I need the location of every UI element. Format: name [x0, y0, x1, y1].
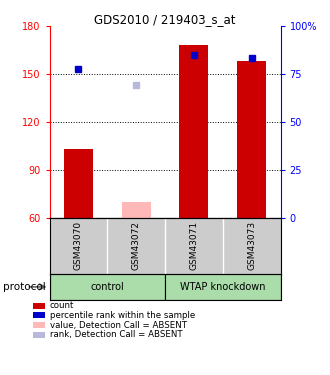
Text: GSM43073: GSM43073	[247, 221, 256, 270]
Text: protocol: protocol	[3, 282, 46, 292]
Text: percentile rank within the sample: percentile rank within the sample	[50, 311, 195, 320]
Text: WTAP knockdown: WTAP knockdown	[180, 282, 266, 292]
Text: rank, Detection Call = ABSENT: rank, Detection Call = ABSENT	[50, 330, 182, 339]
Bar	[180, 45, 208, 218]
Bar	[165, 274, 280, 300]
Text: GDS2010 / 219403_s_at: GDS2010 / 219403_s_at	[94, 13, 236, 26]
Bar	[64, 149, 93, 217]
Text: GSM43072: GSM43072	[132, 221, 141, 270]
Text: control: control	[90, 282, 124, 292]
Text: value, Detection Call = ABSENT: value, Detection Call = ABSENT	[50, 321, 186, 330]
Text: GSM43071: GSM43071	[189, 221, 198, 270]
Text: count: count	[50, 301, 74, 310]
Text: GSM43070: GSM43070	[74, 221, 83, 270]
Bar	[50, 274, 165, 300]
Bar	[122, 202, 150, 217]
Bar	[237, 61, 266, 217]
